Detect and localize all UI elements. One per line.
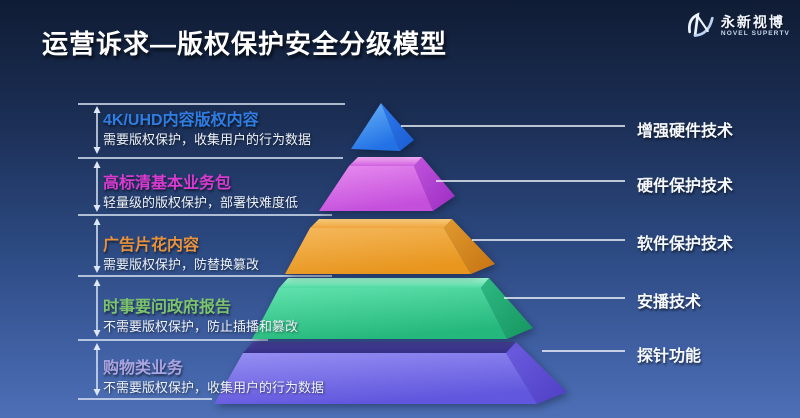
- pyramid-level-5-front-face: [214, 353, 537, 404]
- pyramid-level-5-side-face: [506, 342, 567, 404]
- section-divider-lines: [78, 103, 345, 400]
- pyramid-level-5: [214, 342, 567, 404]
- left-section-3-desc: 需要版权保护，防替换篡改: [103, 257, 260, 272]
- left-section-3: 广告片花内容 需要版权保护，防替换篡改: [103, 236, 259, 273]
- pyramid-level-3: [285, 219, 495, 274]
- pyramid-level-2-side-face: [414, 157, 455, 211]
- logo-name-en: NOVEL SUPERTV: [720, 29, 790, 37]
- pyramid-level-4-front-face: [252, 288, 507, 339]
- pyramid-level-3-side-face: [444, 219, 495, 274]
- right-label-1: 增强硬件技术: [637, 123, 734, 140]
- left-section-1-title: 4K/UHD内容版权内容: [103, 112, 259, 129]
- pyramid-level-5-top-face: [243, 342, 516, 353]
- right-label-4: 安播技术: [637, 294, 702, 311]
- measure-arrow-1: [93, 106, 101, 154]
- logo: 永新视博 NOVEL SUPERTV: [686, 11, 790, 40]
- pyramid-level-1: [351, 103, 414, 151]
- logo-text: 永新视博 NOVEL SUPERTV: [721, 14, 790, 38]
- measure-arrow-4: [93, 279, 101, 337]
- logo-name-cn: 永新视博: [720, 13, 785, 30]
- left-section-5-desc: 不需要版权保护，收集用户的行为数据: [103, 380, 325, 395]
- left-section-4: 时事要问政府报告 不需要版权保护，防止插播和篡改: [103, 298, 298, 335]
- measure-arrows: [93, 106, 101, 396]
- measure-arrow-2: [93, 161, 101, 212]
- measure-arrow-3: [93, 218, 101, 273]
- pyramid-level-4: [252, 278, 533, 339]
- pyramid-level-3-front-face: [285, 228, 471, 274]
- left-section-2-desc: 轻量级的版权保护，部署快难度低: [103, 195, 299, 210]
- left-section-5-title: 购物类业务: [103, 360, 184, 377]
- pyramid-level-1-side-face: [381, 103, 414, 151]
- callout-lines: [401, 125, 625, 352]
- pyramid-level-3-top-face: [310, 219, 452, 228]
- pyramid-level-2-front-face: [319, 166, 433, 211]
- logo-swoosh-icon: [687, 12, 714, 37]
- left-section-2-title: 高标清基本业务包: [103, 175, 232, 192]
- left-section-4-title: 时事要问政府报告: [103, 299, 232, 316]
- left-section-4-desc: 不需要版权保护，防止插播和篡改: [103, 319, 299, 334]
- left-section-2: 高标清基本业务包 轻量级的版权保护，部署快难度低: [103, 174, 298, 211]
- pyramid-level-4-side-face: [481, 278, 533, 339]
- pyramid-level-2-top-face: [349, 157, 422, 166]
- left-section-3-title: 广告片花内容: [103, 237, 200, 254]
- left-section-1: 4K/UHD内容版权内容 需要版权保护，收集用户的行为数据: [103, 111, 311, 148]
- pyramid-level-4-top-face: [279, 278, 489, 288]
- pyramid-level-2: [319, 157, 455, 211]
- left-section-5: 购物类业务 不需要版权保护，收集用户的行为数据: [103, 359, 324, 396]
- pyramid-level-1-front-face: [351, 103, 400, 151]
- right-label-2: 硬件保护技术: [637, 178, 734, 195]
- left-section-1-desc: 需要版权保护，收集用户的行为数据: [103, 132, 312, 147]
- right-label-3: 软件保护技术: [637, 236, 734, 253]
- page-title: 运营诉求—版权保护安全分级模型: [42, 29, 448, 59]
- measure-arrow-5: [93, 343, 101, 396]
- right-label-5: 探针功能: [637, 348, 702, 365]
